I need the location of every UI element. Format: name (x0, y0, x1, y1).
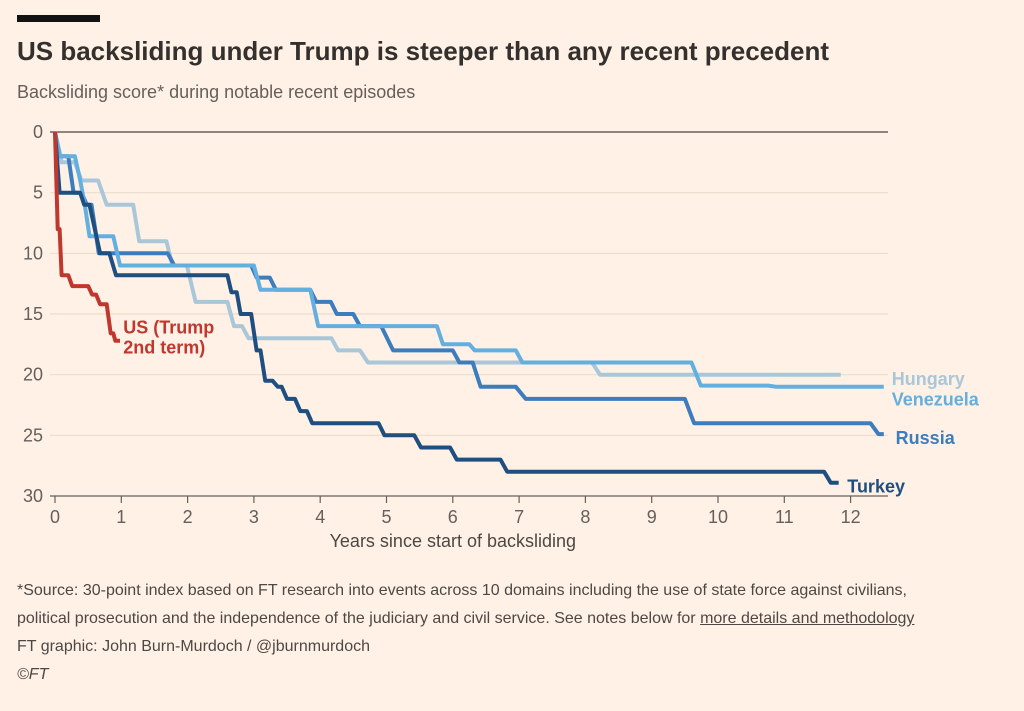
chart-subtitle: Backsliding score* during notable recent… (17, 82, 416, 102)
x-tick-label-5: 5 (381, 507, 391, 527)
credit-line: FT graphic: John Burn-Murdoch / @jburnmu… (17, 638, 370, 655)
x-tick-label-11: 11 (775, 507, 794, 527)
y-tick-label-0: 0 (33, 122, 43, 142)
x-tick-label-6: 6 (448, 507, 458, 527)
source-note-line2-text: political prosecution and the independen… (17, 610, 701, 627)
y-tick-label-15: 15 (23, 304, 43, 324)
copyright: ©FT (17, 666, 49, 683)
source-note-line2: political prosecution and the independen… (17, 605, 992, 633)
x-tick-label-1: 1 (116, 507, 126, 527)
series-line-hungary (53, 131, 841, 377)
y-tick-label-10: 10 (23, 243, 43, 263)
series-label-us-trump-2nd-term: US (Trump (123, 317, 214, 337)
x-tick-label-7: 7 (514, 507, 524, 527)
chart-footer: *Source: 30-point index based on FT rese… (17, 577, 992, 689)
x-tick-label-9: 9 (647, 507, 657, 527)
x-axis-title: Years since start of backsliding (330, 531, 576, 551)
series-label-venezuela: Venezuela (892, 390, 980, 410)
x-tick-label-8: 8 (580, 507, 590, 527)
series-label-us-trump-2nd-term: 2nd term) (123, 337, 205, 357)
methodology-link[interactable]: more details and methodology (700, 610, 915, 627)
x-tick-label-10: 10 (708, 507, 728, 527)
page-title: US backsliding under Trump is steeper th… (17, 36, 830, 66)
y-tick-label-5: 5 (33, 183, 43, 203)
top-accent-bar (17, 15, 100, 22)
x-tick-label-12: 12 (841, 507, 861, 527)
y-tick-label-30: 30 (23, 486, 43, 506)
series-line-turkey (53, 131, 839, 485)
series-line-us-trump-2nd-term (53, 131, 120, 343)
series-label-turkey: Turkey (847, 476, 905, 496)
y-tick-label-25: 25 (23, 425, 43, 445)
x-tick-label-4: 4 (315, 507, 325, 527)
x-tick-label-2: 2 (183, 507, 193, 527)
source-note-line1: *Source: 30-point index based on FT rese… (17, 582, 907, 599)
series-label-hungary: Hungary (892, 369, 965, 389)
series-label-russia: Russia (896, 428, 956, 448)
x-tick-label-0: 0 (50, 507, 60, 527)
y-tick-label-20: 20 (23, 365, 43, 385)
series-line-russia (53, 131, 884, 437)
x-tick-label-3: 3 (249, 507, 259, 527)
